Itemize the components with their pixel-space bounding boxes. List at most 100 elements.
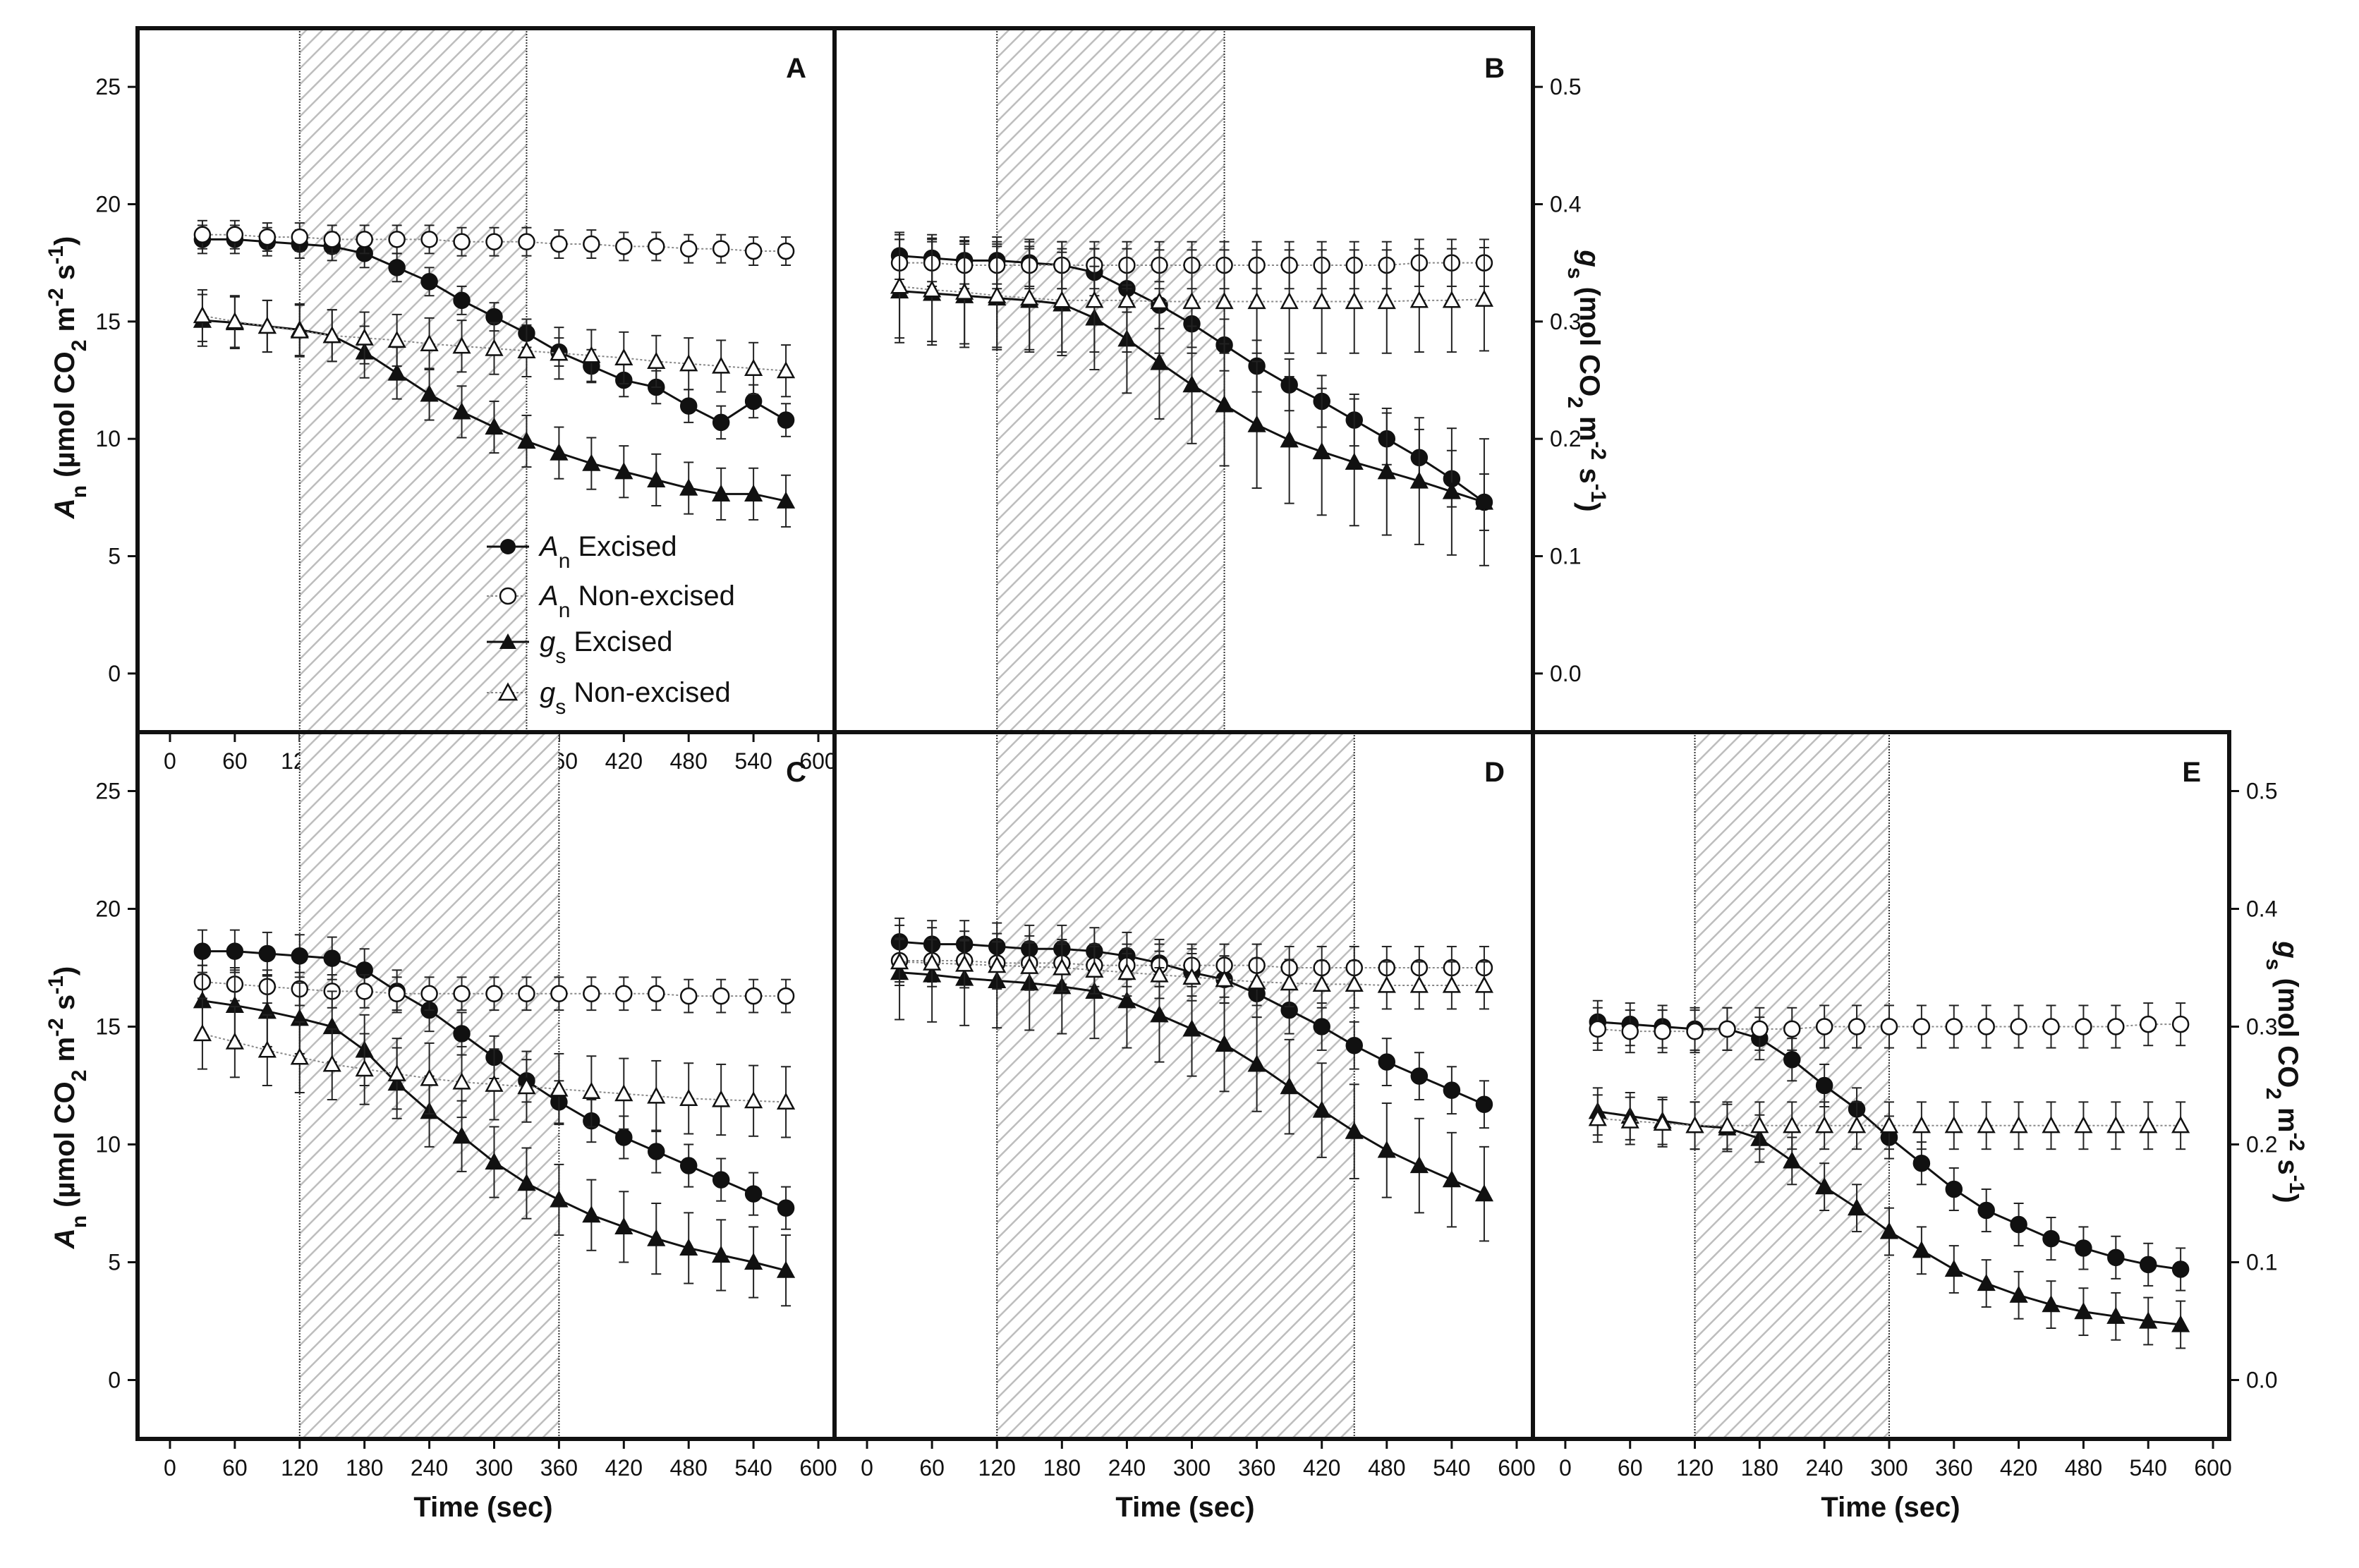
marker-filled-triangle bbox=[1815, 1177, 1834, 1195]
marker-filled-triangle bbox=[1215, 1034, 1234, 1052]
marker-open-triangle bbox=[1247, 291, 1266, 310]
y-tick-label-right: 0.2 bbox=[1550, 426, 1581, 451]
marker-filled-triangle bbox=[485, 1152, 504, 1170]
marker-filled-circle bbox=[679, 397, 698, 415]
series-gs-excised bbox=[890, 924, 1494, 1242]
x-axis-title-d: Time (sec) bbox=[1115, 1492, 1254, 1523]
marker-filled-triangle bbox=[2171, 1315, 2190, 1332]
marker-filled-circle bbox=[712, 413, 730, 432]
marker-open-circle bbox=[1880, 1018, 1898, 1035]
marker-open-triangle bbox=[290, 1047, 309, 1065]
marker-open-triangle bbox=[1182, 967, 1201, 985]
marker-open-circle bbox=[550, 985, 568, 1002]
legend: An Excised An Non-excised gs Excised gs … bbox=[487, 531, 735, 719]
svg-text:An (µmol CO2 m-2 s-1): An (µmol CO2 m-2 s-1) bbox=[44, 236, 91, 519]
marker-filled-triangle bbox=[517, 1173, 536, 1191]
marker-filled-triangle bbox=[1377, 462, 1396, 480]
marker-filled-triangle bbox=[1345, 1122, 1364, 1139]
marker-open-triangle bbox=[1345, 974, 1364, 992]
marker-open-triangle bbox=[988, 286, 1007, 303]
marker-open-triangle bbox=[2139, 1116, 2158, 1134]
marker-filled-circle bbox=[193, 942, 212, 960]
panel-letter-b: B bbox=[1484, 53, 1505, 84]
marker-open-triangle bbox=[1653, 1113, 1672, 1131]
marker-open-triangle bbox=[1182, 291, 1201, 310]
marker-filled-circle bbox=[1912, 1154, 1931, 1172]
y-tick-label-left: 10 bbox=[95, 1132, 121, 1157]
marker-filled-triangle bbox=[550, 1190, 569, 1208]
marker-filled-circle bbox=[1345, 1036, 1363, 1055]
marker-open-triangle bbox=[193, 1023, 212, 1042]
marker-open-triangle bbox=[923, 280, 942, 298]
marker-open-triangle bbox=[387, 1064, 406, 1081]
marker-open-circle bbox=[1848, 1018, 1866, 1035]
legend-entry-gs-excised: gs Excised bbox=[487, 626, 672, 668]
marker-open-triangle bbox=[550, 344, 569, 361]
marker-open-triangle bbox=[485, 339, 504, 356]
marker-open-triangle bbox=[1150, 965, 1169, 983]
marker-filled-circle bbox=[420, 273, 438, 291]
marker-filled-triangle bbox=[1847, 1198, 1867, 1216]
marker-open-triangle bbox=[890, 952, 909, 970]
marker-open-circle bbox=[356, 231, 373, 248]
marker-filled-circle bbox=[291, 947, 309, 965]
treatment-window-e bbox=[1694, 732, 1889, 1439]
x-tick-label: 300 bbox=[475, 1455, 513, 1481]
marker-filled-triangle bbox=[1474, 492, 1494, 510]
x-tick-label: 180 bbox=[1741, 1455, 1778, 1481]
marker-open-circle bbox=[1945, 1018, 1963, 1035]
x-tick-label: 600 bbox=[799, 1455, 837, 1481]
marker-open-triangle bbox=[1377, 291, 1396, 310]
marker-open-circle bbox=[2010, 1018, 2027, 1035]
marker-open-circle bbox=[1718, 1020, 1736, 1038]
marker-open-triangle bbox=[355, 328, 374, 346]
marker-filled-circle bbox=[1815, 1076, 1833, 1095]
marker-open-circle bbox=[388, 231, 406, 248]
x-tick-label: 480 bbox=[1368, 1455, 1405, 1481]
marker-open-circle bbox=[648, 985, 665, 1002]
marker-open-circle bbox=[2042, 1018, 2060, 1035]
marker-open-triangle bbox=[517, 341, 536, 359]
marker-open-triangle bbox=[1944, 1116, 1963, 1134]
marker-open-triangle bbox=[744, 1091, 763, 1109]
x-tick-label: 360 bbox=[1238, 1455, 1275, 1481]
marker-filled-circle bbox=[615, 1129, 633, 1146]
marker-open-triangle bbox=[517, 1077, 536, 1095]
marker-open-triangle bbox=[225, 1032, 244, 1050]
marker-filled-triangle bbox=[1442, 482, 1461, 499]
marker-open-triangle bbox=[1312, 974, 1331, 992]
y-tick-label-left: 20 bbox=[95, 897, 121, 922]
panel-frame bbox=[1531, 730, 2231, 1441]
x-tick-label: 0 bbox=[861, 1455, 873, 1481]
x-tick-label: 360 bbox=[540, 1455, 578, 1481]
marker-open-circle bbox=[679, 240, 698, 257]
panel-d: D 0 60 120 180 240 300 360 420 480 540 600 bbox=[832, 730, 1536, 1481]
y-tick-label-left: 15 bbox=[95, 1014, 121, 1040]
marker-filled-circle bbox=[679, 1157, 698, 1174]
y-tick-label-right: 0.3 bbox=[2246, 1014, 2277, 1040]
y-tick-label-left: 0 bbox=[108, 1368, 121, 1393]
series-gs-non-excised bbox=[1588, 1094, 2190, 1150]
marker-open-triangle bbox=[1053, 291, 1072, 308]
marker-open-triangle bbox=[1085, 291, 1104, 308]
y-axis-title-left-bottom: An (µmol CO2 m-2 s-1) bbox=[44, 966, 91, 1249]
marker-open-triangle bbox=[485, 1074, 504, 1092]
marker-filled-circle bbox=[1378, 1053, 1396, 1071]
x-tick-label: 540 bbox=[2130, 1455, 2167, 1481]
marker-open-circle bbox=[1654, 1022, 1671, 1040]
marker-open-triangle bbox=[225, 312, 244, 329]
marker-open-triangle bbox=[955, 282, 974, 300]
marker-filled-triangle bbox=[1247, 415, 1266, 432]
marker-open-circle bbox=[2171, 1015, 2190, 1033]
marker-open-triangle bbox=[614, 1084, 633, 1102]
marker-filled-circle bbox=[1783, 1051, 1801, 1069]
legend-entry-an-non-excised: An Non-excised bbox=[487, 581, 735, 622]
y-tick-label-left: 5 bbox=[108, 1250, 121, 1275]
marker-filled-triangle bbox=[1280, 1077, 1299, 1095]
marker-filled-circle bbox=[1443, 1081, 1461, 1099]
marker-filled-circle bbox=[744, 1185, 763, 1203]
marker-filled-triangle bbox=[744, 484, 763, 502]
legend-entry-gs-non-excised: gs Non-excised bbox=[487, 677, 731, 719]
marker-filled-triangle bbox=[614, 462, 633, 480]
series-an-non-excised bbox=[193, 219, 795, 266]
